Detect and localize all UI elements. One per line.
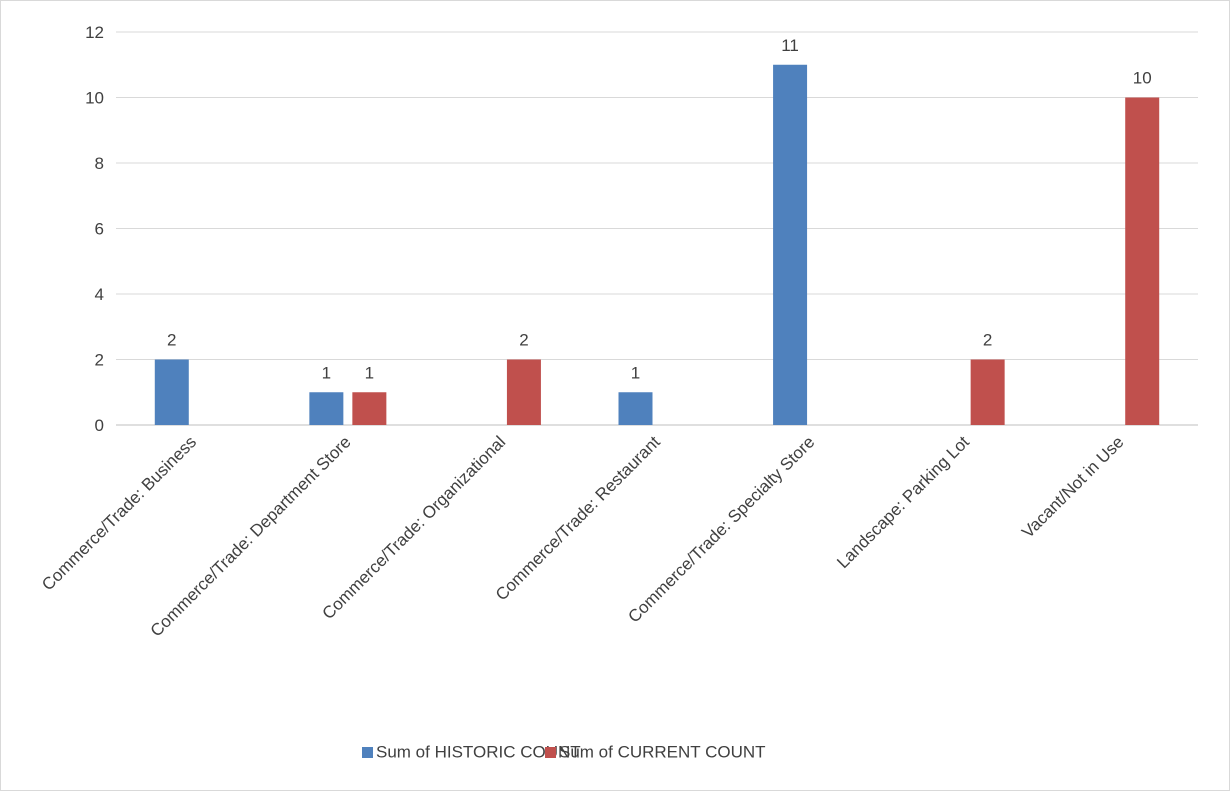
- x-tick-label: Commerce/Trade: Business: [38, 432, 200, 594]
- y-tick-label: 12: [85, 23, 104, 42]
- data-label: 10: [1133, 69, 1152, 88]
- x-tick-label: Commerce/Trade: Restaurant: [492, 432, 664, 604]
- y-tick-label: 2: [95, 351, 104, 370]
- y-tick-label: 6: [95, 220, 104, 239]
- bar-historic: [309, 392, 344, 425]
- legend-swatch: [545, 747, 556, 758]
- y-tick-label: 8: [95, 154, 104, 173]
- bar-current: [352, 392, 387, 425]
- x-tick-label: Commerce/Trade: Organizational: [319, 432, 510, 623]
- bar-current: [506, 359, 541, 425]
- data-label: 1: [322, 363, 331, 382]
- data-label: 2: [983, 331, 992, 350]
- data-label: 2: [519, 331, 528, 350]
- x-tick-label: Landscape: Parking Lot: [833, 432, 973, 572]
- data-label: 1: [365, 363, 374, 382]
- data-label: 11: [781, 36, 799, 55]
- data-label: 2: [167, 331, 176, 350]
- bar-historic: [154, 359, 189, 425]
- gridlines: [116, 31, 1198, 360]
- bar-historic: [618, 392, 653, 425]
- y-tick-label: 4: [95, 285, 104, 304]
- bar-current: [970, 359, 1005, 425]
- legend-label: Sum of CURRENT COUNT: [559, 743, 766, 762]
- y-tick-label: 0: [95, 416, 104, 435]
- x-tick-label: Commerce/Trade: Specialty Store: [624, 432, 818, 626]
- legend-swatch: [362, 747, 373, 758]
- legend-label: Sum of HISTORIC COUNT: [376, 743, 581, 762]
- x-tick-label: Vacant/Not in Use: [1018, 432, 1127, 541]
- bar-historic: [773, 64, 808, 425]
- y-tick-label: 10: [85, 89, 104, 108]
- data-label: 1: [631, 363, 640, 382]
- bar-current: [1125, 97, 1160, 425]
- bars: [154, 64, 1160, 425]
